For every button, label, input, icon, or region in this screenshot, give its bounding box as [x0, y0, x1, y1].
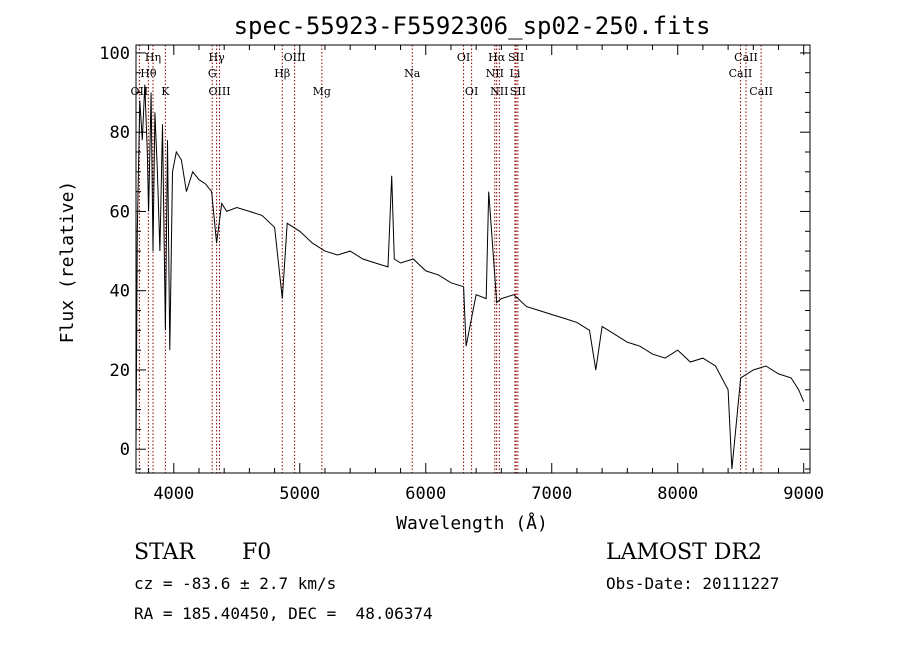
spectral-line-label: OIII: [208, 85, 230, 98]
x-tick-label: 9000: [783, 484, 824, 504]
spectral-line-label: SII: [510, 85, 526, 98]
class-label: STAR: [134, 540, 195, 565]
spectral-line-label: Hα: [488, 51, 506, 64]
spectral-line-label: Hγ: [209, 51, 226, 64]
spectral-line-label: OI: [457, 51, 470, 64]
spectral-line-label: OII: [131, 85, 149, 98]
chart-title: spec-55923-F5592306_sp02-250.fits: [234, 12, 711, 40]
spectral-line-label: G: [208, 67, 217, 80]
spectral-line-label: Hθ: [140, 67, 157, 80]
x-tick-label: 8000: [657, 484, 698, 504]
y-tick-label: 20: [110, 361, 130, 381]
coordinates-text: RA = 185.40450, DEC = 48.06374: [134, 604, 433, 623]
spectral-line-label: CaII: [729, 67, 753, 80]
spectrum-line: [135, 84, 805, 470]
spectral-line-label: OIII: [284, 51, 306, 64]
spectral-line-label: CaII: [734, 51, 758, 64]
spectral-line-label: Hη: [145, 51, 161, 64]
x-tick-label: 5000: [279, 484, 320, 504]
spectral-line-label: CaII: [749, 85, 773, 98]
plot-frame: [135, 44, 811, 474]
y-tick-label: 40: [110, 282, 130, 302]
x-tick-label: 7000: [531, 484, 572, 504]
x-axis-label: Wavelength (Å): [396, 512, 548, 534]
obs-date-text: Obs-Date: 20111227: [606, 574, 780, 593]
y-axis-ticks: 0 20 40 60 80 100: [99, 44, 810, 470]
spectral-line-label: Hβ: [274, 67, 290, 80]
spectral-line-label: SII: [508, 51, 524, 64]
spectral-line-label: K: [161, 85, 170, 98]
y-tick-label: 0: [120, 440, 130, 460]
x-tick-label: 6000: [405, 484, 446, 504]
y-tick-label: 60: [110, 202, 130, 222]
spectral-line-label: NII: [490, 85, 508, 98]
y-tick-label: 80: [110, 123, 130, 143]
spectral-line-label: OI: [465, 85, 478, 98]
spectral-line-label: Li: [510, 67, 521, 80]
spectral-line-label: NII: [486, 67, 504, 80]
survey-label: LAMOST DR2: [606, 540, 762, 565]
x-axis-ticks: 4000 5000 6000 7000 8000 9000: [148, 45, 824, 504]
y-tick-label: 100: [99, 44, 130, 64]
x-tick-label: 4000: [153, 484, 194, 504]
y-axis-label: Flux (relative): [57, 181, 78, 344]
spectral-line-label: Mg: [313, 85, 331, 98]
spectral-line-markers: [138, 45, 762, 473]
spectral-line-label: Na: [404, 67, 421, 80]
redshift-text: cz = -83.6 ± 2.7 km/s: [134, 574, 337, 593]
subclass-label: F0: [242, 540, 272, 565]
